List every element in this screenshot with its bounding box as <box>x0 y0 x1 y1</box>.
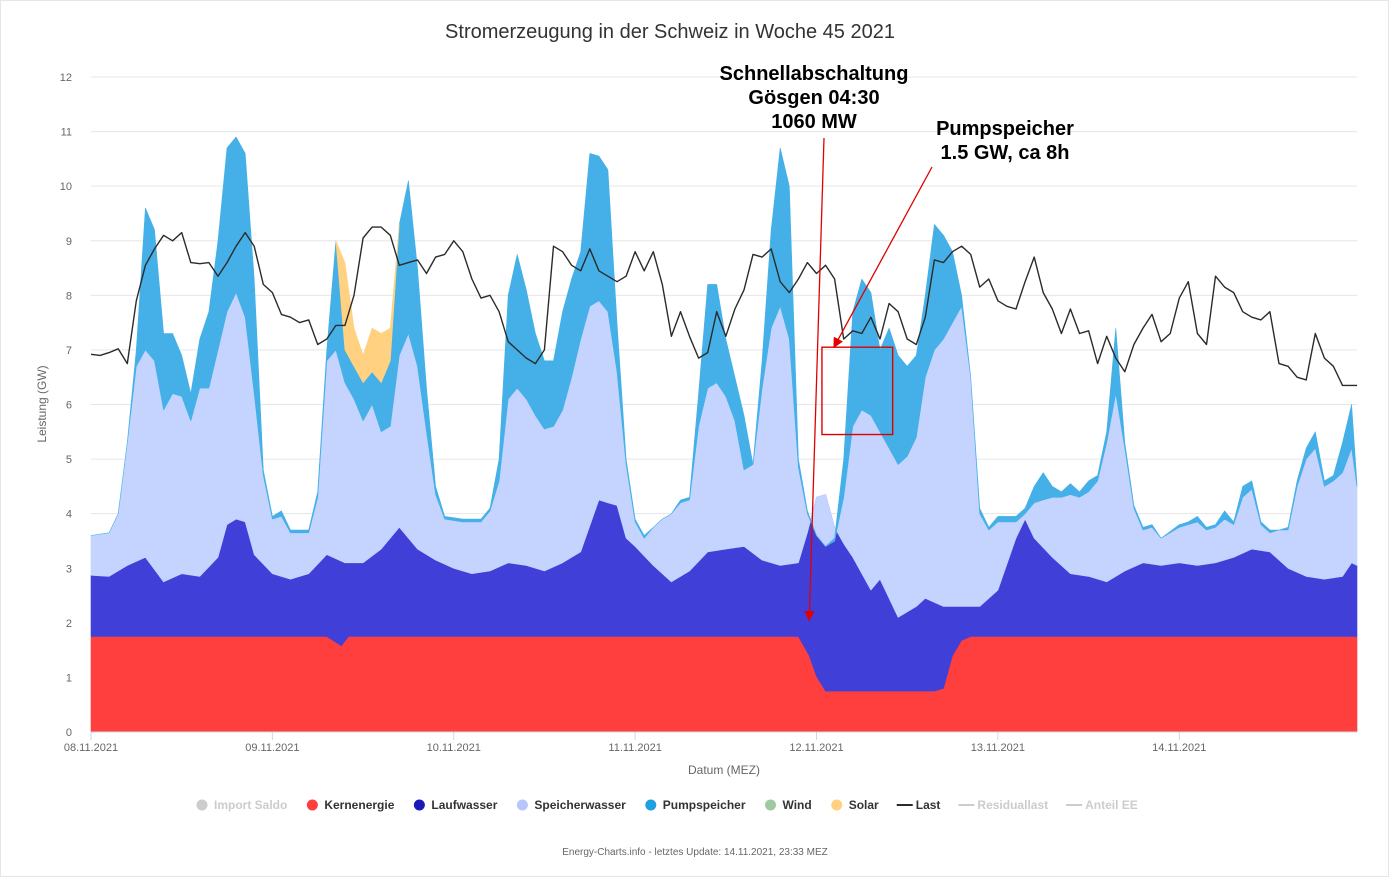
annotation-text: 1.5 GW, ca 8h <box>941 142 1070 164</box>
line-series <box>90 226 1357 387</box>
legend-item-solar[interactable]: Solar <box>831 798 879 812</box>
y-tick-label: 12 <box>60 72 72 84</box>
y-tick-label: 1 <box>66 672 72 684</box>
legend-item-speicherwasser[interactable]: Speicherwasser <box>516 798 626 812</box>
legend-label: Import Saldo <box>214 798 287 812</box>
annotation-arrow <box>804 137 825 622</box>
annotation-box <box>821 346 894 436</box>
legend-dot-icon <box>765 799 776 811</box>
legend-item-laufwasser[interactable]: Laufwasser <box>413 798 498 812</box>
y-tick-label: 11 <box>61 127 72 139</box>
x-tick-label: 08.11.2021 <box>64 742 118 754</box>
y-tick-label: 8 <box>66 290 72 302</box>
line-last <box>90 226 1357 387</box>
area-solar <box>335 224 400 383</box>
legend-label: Laufwasser <box>431 798 497 812</box>
legend-label: Anteil EE <box>1085 798 1138 812</box>
legend: Import Saldo Kernenergie Laufwasser Speiche… <box>196 798 1138 812</box>
annotation-text: Pumpspeicher <box>936 118 1074 140</box>
x-tick-label: 09.11.2021 <box>245 742 299 754</box>
legend-dot-icon <box>306 799 318 811</box>
legend-label: Speicherwasser <box>534 798 626 812</box>
legend-dot-icon <box>413 799 425 811</box>
area-pumpspeicher <box>90 136 1358 547</box>
legend-item-anteil-ee[interactable]: Anteil EE <box>1066 798 1138 812</box>
legend-label: Solar <box>849 798 879 812</box>
y-tick-label: 7 <box>66 345 72 357</box>
x-axis-label: Datum (MEZ) <box>688 763 760 777</box>
y-tick-label: 10 <box>60 181 72 193</box>
x-tick-label: 13.11.2021 <box>971 742 1025 754</box>
legend-dot-icon <box>831 799 843 811</box>
x-tick-label: 14.11.2021 <box>1152 742 1206 754</box>
legend-item-kernenergie[interactable]: Kernenergie <box>306 798 395 812</box>
legend-label: Wind <box>783 798 812 812</box>
legend-label: Pumpspeicher <box>663 798 746 812</box>
credits[interactable]: Energy-Charts.info - letztes Update: 14.… <box>562 847 828 858</box>
legend-dot-icon <box>645 799 657 811</box>
annotation-text: Gösgen 04:30 <box>748 87 879 109</box>
legend-label: Last <box>916 798 941 812</box>
y-tick-label: 9 <box>66 236 72 248</box>
y-tick-label: 2 <box>66 618 72 630</box>
area-series <box>90 136 1358 733</box>
annotation-text: Schnellabschaltung <box>720 63 909 85</box>
annotation-arrow <box>833 166 933 349</box>
legend-dot-icon <box>196 799 208 811</box>
legend-label: Kernenergie <box>324 798 394 812</box>
legend-item-last[interactable]: Last <box>896 798 941 812</box>
y-tick-label: 5 <box>66 454 72 466</box>
y-tick-label: 0 <box>66 727 72 739</box>
legend-dot-icon <box>516 799 528 811</box>
y-tick-label: 3 <box>66 563 72 575</box>
legend-label: Residuallast <box>977 798 1048 812</box>
x-tick-label: 12.11.2021 <box>789 742 843 754</box>
legend-item-wind[interactable]: Wind <box>765 798 812 812</box>
area-kernenergie <box>90 636 1358 733</box>
x-tick-label: 11.11.2021 <box>608 742 661 754</box>
annotation-text: 1060 MW <box>771 111 857 133</box>
legend-item-import-saldo[interactable]: Import Saldo <box>196 798 288 812</box>
y-tick-label: 4 <box>66 509 72 521</box>
y-axis-label: Leistung (GW) <box>35 365 49 442</box>
legend-item-residuallast[interactable]: Residuallast <box>958 798 1048 812</box>
chart-title: Stromerzeugung in der Schweiz in Woche 4… <box>445 21 895 43</box>
legend-item-pumpspeicher[interactable]: Pumpspeicher <box>645 798 746 812</box>
y-tick-label: 6 <box>66 400 72 412</box>
x-tick-label: 10.11.2021 <box>427 742 481 754</box>
